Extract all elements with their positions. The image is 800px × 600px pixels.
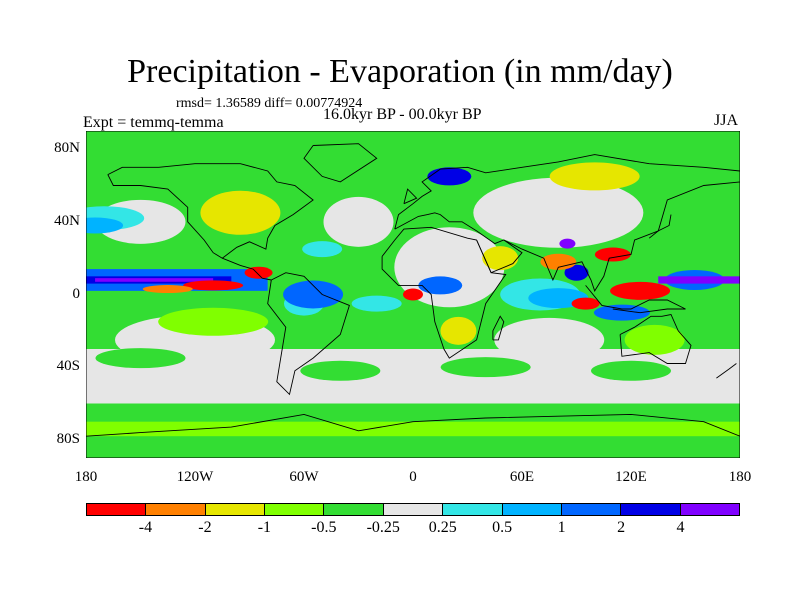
coastline-uk — [403, 188, 418, 205]
purple-west-pacific — [658, 276, 740, 284]
colorbar-swatch — [324, 504, 384, 515]
coastline-south-america — [267, 272, 350, 396]
coastline-antarctica — [86, 413, 740, 437]
neutral-north-atlantic — [323, 196, 394, 247]
neutral-asia — [473, 177, 644, 248]
green-south-2 — [300, 360, 381, 381]
colorbar-label: -4 — [138, 519, 153, 536]
stats-text: rmsd= 1.36589 diff= 0.00774924 — [176, 96, 363, 111]
blue-amazon — [283, 280, 344, 309]
yellow-south-africa — [440, 316, 477, 345]
x-tick-label: 60E — [509, 469, 535, 485]
colorbar-label: -0.25 — [366, 519, 400, 536]
red-indian-equator — [571, 297, 600, 310]
coastline-new-zealand — [716, 363, 737, 379]
colorbar-label: 0.25 — [428, 519, 457, 536]
map-panel — [86, 131, 740, 458]
colorbar-swatch — [205, 504, 266, 515]
colorbar-label: -1 — [257, 519, 272, 536]
orange-india — [540, 253, 577, 270]
colorbar-swatch — [502, 504, 562, 515]
colorbar-label: -2 — [198, 519, 212, 536]
red-maritime-continent — [610, 281, 671, 300]
yellow-arabia — [482, 246, 519, 271]
x-tick-label: 60W — [289, 469, 319, 485]
orange-east-pacific — [142, 285, 193, 294]
coastline-africa — [381, 226, 507, 359]
y-tick-label: 80S — [56, 430, 80, 447]
world-map — [86, 131, 740, 458]
colorbar-swatch — [383, 504, 444, 515]
sky-north-pacific — [86, 217, 124, 234]
coastline-greenland — [303, 143, 378, 183]
colorbar-swatch — [443, 504, 503, 515]
colorbar-swatch — [680, 504, 739, 515]
cyan-atlantic-equator — [351, 295, 402, 312]
lime-australia — [624, 324, 685, 355]
cyan-north-atlantic — [302, 241, 343, 258]
colorbar-label: -0.5 — [311, 519, 337, 536]
coastline-madagascar — [492, 315, 505, 341]
purple-north-india — [559, 238, 576, 249]
navy-bay-bengal — [564, 264, 589, 281]
blue-central-africa — [418, 276, 463, 295]
yellow-north-america — [200, 190, 281, 235]
blue-scandinavia — [427, 167, 472, 186]
neutral-south-indian — [494, 317, 605, 362]
x-tick-label: 180 — [74, 469, 98, 485]
red-east-pacific — [183, 280, 244, 291]
coastline-arabia — [476, 239, 523, 274]
red-central-america — [244, 266, 273, 279]
yellow-south-pacific — [158, 307, 269, 336]
red-atlantic-equator — [403, 288, 423, 301]
y-tick-label: 80N — [54, 140, 80, 157]
x-tick-label: 120E — [615, 469, 647, 485]
colorbar-label: 1 — [557, 519, 566, 536]
blue-indonesia — [593, 304, 650, 321]
season-text: JJA — [714, 112, 739, 129]
coastline-australia — [619, 313, 692, 364]
x-tick-label: 180 — [728, 469, 752, 485]
coastline-japan — [648, 214, 672, 239]
coastline-indonesia — [585, 285, 686, 314]
yellow-siberia — [549, 162, 640, 191]
green-south-1 — [95, 348, 186, 369]
colorbar-swatch — [265, 504, 325, 515]
x-tick-label: 0 — [409, 469, 417, 485]
x-tick-label: 120W — [176, 469, 214, 485]
period-text: 16.0kyr BP - 00.0kyr BP — [323, 106, 482, 123]
plot-title: Precipitation - Evaporation (in mm/day) — [127, 53, 673, 90]
colorbar — [86, 503, 740, 516]
experiment-text: Expt = temmq-temma — [83, 114, 224, 131]
coastline-north-america — [107, 163, 314, 259]
itcz-purple-band — [95, 278, 214, 282]
y-tick-label: 0 — [72, 285, 81, 302]
coastline-central-america — [222, 257, 272, 281]
coastline-layer — [86, 143, 740, 437]
lime-antarctic — [86, 421, 740, 437]
colorbar-swatch — [87, 504, 147, 515]
coastline-eurasia — [394, 154, 740, 292]
colorbar-label: 4 — [676, 519, 685, 536]
colorbar-swatch — [561, 504, 622, 515]
colorbar-label: 0.5 — [492, 519, 513, 536]
colorbar-swatch — [621, 504, 681, 515]
pe-field-layer — [86, 162, 740, 437]
green-south-4 — [591, 360, 671, 381]
green-south-3 — [440, 357, 531, 378]
y-tick-label: 40N — [54, 212, 80, 229]
colorbar-label: 2 — [617, 519, 626, 536]
y-tick-label: 40S — [56, 358, 80, 375]
colorbar-swatch — [146, 504, 206, 515]
red-south-china — [594, 247, 631, 262]
